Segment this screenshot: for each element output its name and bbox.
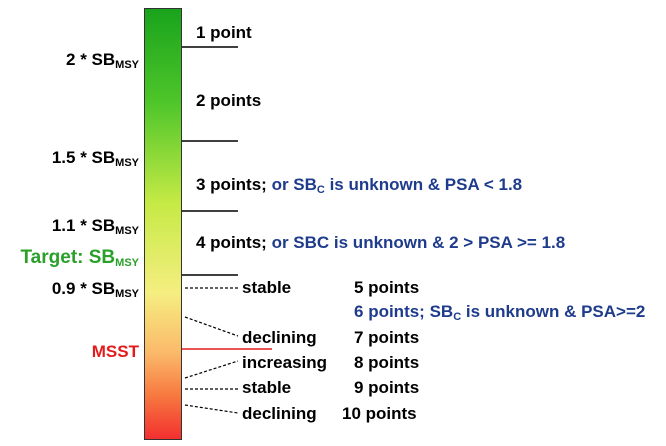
- dashed-declining-lower: [184, 404, 239, 414]
- label-target-sbmsy: Target: SBMSY: [20, 247, 139, 269]
- label-0-9-sbmsy: 0.9 * SBMSY: [51, 279, 139, 300]
- label-2-sbmsy: 2 * SBMSY: [66, 50, 139, 71]
- points-7: 7 points: [354, 328, 420, 347]
- dashed-increasing: [184, 360, 239, 379]
- band-4-points: 4 points; or SBC is unknown & 2 > PSA >=…: [196, 233, 566, 252]
- points-9: 9 points: [354, 378, 420, 397]
- band-1-point: 1 point: [196, 23, 252, 42]
- trend-stable-1: stable: [242, 278, 292, 297]
- trend-stable-2: stable: [242, 378, 292, 397]
- dashed-declining-upper: [184, 316, 239, 337]
- label-msst: MSST: [91, 342, 139, 361]
- label-1-5-sbmsy: 1.5 * SBMSY: [51, 148, 139, 169]
- label-1-1-sbmsy: 1.1 * SBMSY: [51, 216, 139, 237]
- trend-declining-2: declining: [242, 404, 317, 423]
- points-6: 6 points; SBC is unknown & PSA>=2: [354, 302, 646, 323]
- trend-declining-1: declining: [242, 328, 317, 347]
- band-2-points: 2 points: [196, 91, 262, 110]
- trend-increasing: increasing: [242, 353, 328, 372]
- points-8: 8 points: [354, 353, 420, 372]
- band-3-points: 3 points; or SBC is unknown & PSA < 1.8: [196, 175, 523, 196]
- points-5: 5 points: [354, 278, 420, 297]
- biomass-gradient-bar: [144, 8, 182, 440]
- points-10: 10 points: [342, 404, 417, 423]
